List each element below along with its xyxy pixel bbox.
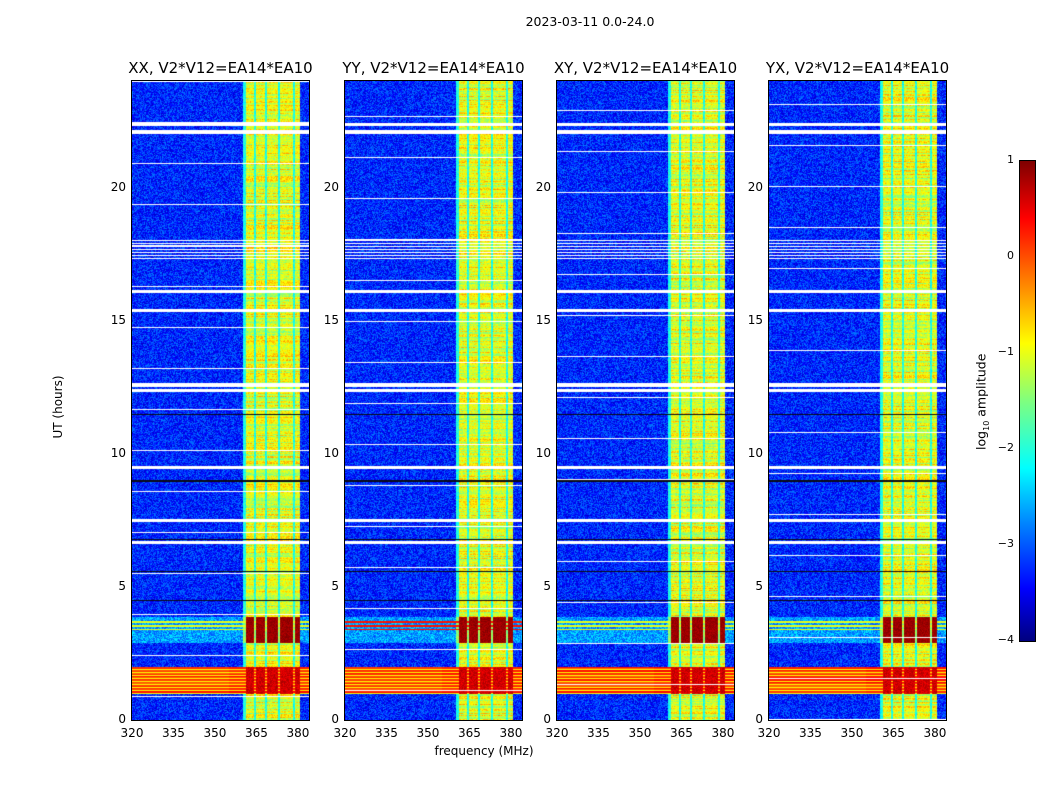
x-tick-label: 320 <box>333 726 357 740</box>
y-tick-label: 0 <box>331 712 339 726</box>
colorbar-tick-label: −3 <box>997 537 1014 550</box>
x-tick-label: 320 <box>757 726 781 740</box>
y-tick-label: 20 <box>323 179 339 194</box>
colorbar-tick-label: −4 <box>997 633 1014 646</box>
y-tick-label: 15 <box>323 312 339 327</box>
y-tick-label: 0 <box>755 712 763 726</box>
x-tick-label: 335 <box>587 726 610 740</box>
x-tick-label: 380 <box>923 726 947 740</box>
y-tick-label: 20 <box>110 179 126 194</box>
y-tick-label: 5 <box>543 578 551 593</box>
colorbar <box>1019 160 1036 642</box>
y-tick-label: 15 <box>535 312 551 327</box>
x-tick-label: 335 <box>375 726 398 740</box>
colorbar-label: log10 amplitude <box>973 353 991 450</box>
colorbar-tick-label: 0 <box>1007 249 1014 262</box>
y-tick-label: 15 <box>747 312 763 327</box>
x-tick-label: 350 <box>416 726 440 740</box>
y-tick-label: 20 <box>535 179 551 194</box>
panel-title: YY, V2*V12=EA14*EA10 <box>342 59 525 77</box>
spectrogram-panel-xy: XY, V2*V12=EA14*EA10 320 335 350 365 380 0 5 10 1… <box>536 59 737 740</box>
x-tick-label: 365 <box>458 726 481 740</box>
y-axis-label: UT (hours) <box>51 375 65 439</box>
heatmap-image <box>557 81 734 720</box>
y-tick-label: 5 <box>118 578 126 593</box>
y-tick-label: 5 <box>331 578 339 593</box>
y-tick-label: 10 <box>535 445 551 460</box>
x-tick-label: 350 <box>840 726 864 740</box>
y-tick-label: 10 <box>110 445 126 460</box>
figure-title: 2023-03-11 0.0-24.0 <box>525 14 655 29</box>
spectrogram-panel-yx: YX, V2*V12=EA14*EA10 320 335 350 365 380 0 5 10 1… <box>748 59 949 740</box>
colorbar-tick-label: −1 <box>997 345 1014 358</box>
heatmap-image <box>132 81 309 720</box>
y-tick-label: 15 <box>110 312 126 327</box>
y-tick-label: 10 <box>747 445 763 460</box>
colorbar-tick-label: −2 <box>997 441 1014 454</box>
x-tick-label: 335 <box>162 726 185 740</box>
y-tick-label: 20 <box>747 179 763 194</box>
x-tick-label: 320 <box>545 726 569 740</box>
spectrogram-panel-xx: XX, V2*V12=EA14*EA10 320 335 350 365 380 0 5 10 1… <box>111 59 313 740</box>
x-tick-label: 365 <box>245 726 268 740</box>
x-tick-label: 350 <box>628 726 652 740</box>
y-tick-label: 10 <box>323 445 339 460</box>
y-tick-label: 5 <box>755 578 763 593</box>
x-tick-label: 350 <box>203 726 227 740</box>
spectrogram-panel-yy: YY, V2*V12=EA14*EA10 320 335 350 365 380 0 5 10 1… <box>324 59 525 740</box>
heatmap-image <box>769 81 946 720</box>
x-tick-label: 365 <box>670 726 693 740</box>
x-tick-label: 380 <box>711 726 735 740</box>
colorbar-tick-label: 1 <box>1007 153 1014 166</box>
x-axis-label: frequency (MHz) <box>434 744 534 758</box>
panel-title: XX, V2*V12=EA14*EA10 <box>128 59 313 77</box>
x-tick-label: 365 <box>882 726 905 740</box>
panel-title: YX, V2*V12=EA14*EA10 <box>765 59 950 77</box>
y-tick-label: 0 <box>543 712 551 726</box>
heatmap-image <box>345 81 522 720</box>
y-tick-label: 0 <box>118 712 126 726</box>
x-tick-label: 380 <box>499 726 523 740</box>
x-tick-label: 380 <box>286 726 310 740</box>
x-tick-label: 335 <box>799 726 822 740</box>
x-tick-label: 320 <box>120 726 144 740</box>
panel-title: XY, V2*V12=EA14*EA10 <box>553 59 738 77</box>
